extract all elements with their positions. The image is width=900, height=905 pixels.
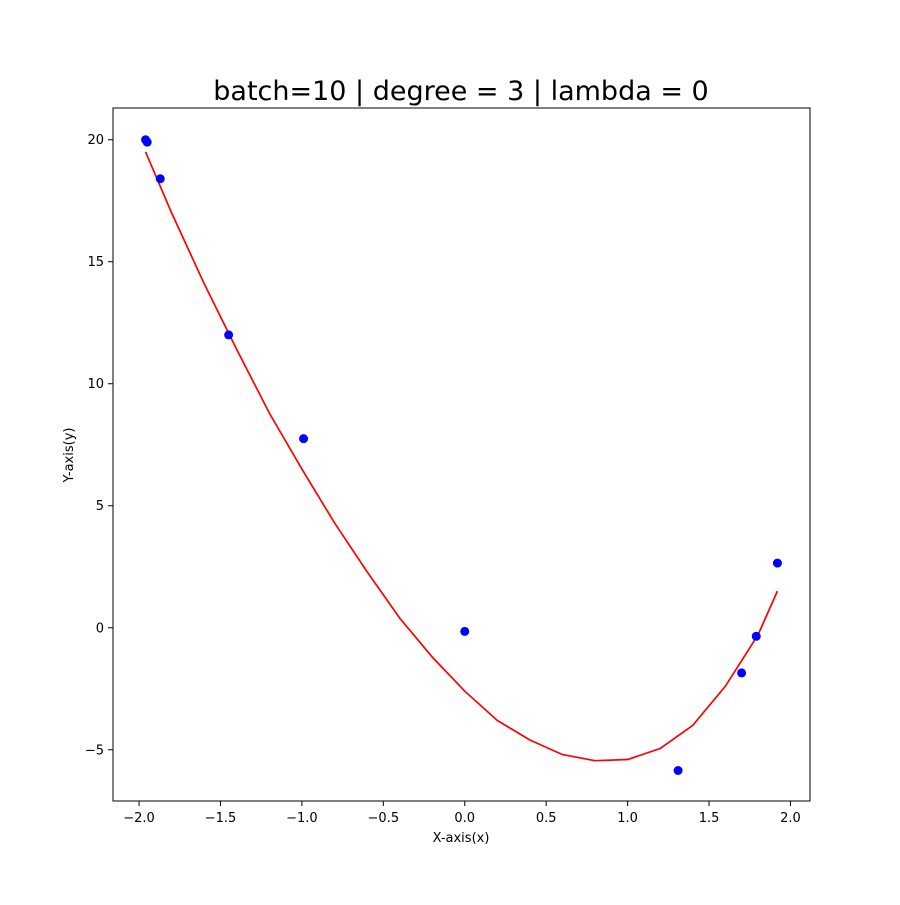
chart-title: batch=10 | degree = 3 | lambda = 0 xyxy=(213,76,708,107)
x-tick-label: −1.5 xyxy=(205,811,237,826)
data-point xyxy=(751,631,761,641)
data-point xyxy=(737,668,747,678)
data-point xyxy=(772,558,782,568)
x-tick-label: 1.0 xyxy=(617,811,638,826)
y-tick-label: 20 xyxy=(87,133,104,148)
x-tick-label: −0.5 xyxy=(368,811,400,826)
y-axis-ticks: −5 0 5 10 15 20 xyxy=(85,133,113,758)
data-point xyxy=(299,434,309,444)
x-axis-ticks: −2.0 −1.5 −1.0 −0.5 0.0 0.5 1.0 1.5 2.0 xyxy=(123,801,801,826)
data-point xyxy=(224,330,234,340)
x-tick-label: −1.0 xyxy=(286,811,318,826)
x-tick-label: −2.0 xyxy=(123,811,155,826)
x-tick-label: 0.5 xyxy=(536,811,557,826)
data-point xyxy=(155,174,165,184)
x-tick-label: 1.5 xyxy=(699,811,720,826)
x-axis-label: X-axis(x) xyxy=(433,831,490,846)
data-point xyxy=(142,137,152,147)
data-point xyxy=(460,626,470,636)
plot-frame xyxy=(112,107,811,802)
y-tick-label: 15 xyxy=(87,255,104,270)
x-tick-label: 2.0 xyxy=(780,811,801,826)
x-tick-label: 0.0 xyxy=(454,811,475,826)
y-tick-label: 10 xyxy=(87,377,104,392)
y-tick-label: −5 xyxy=(85,743,104,758)
y-axis-label: Y-axis(y) xyxy=(62,428,77,484)
data-point xyxy=(673,765,683,775)
series-layer xyxy=(141,135,782,775)
y-tick-label: 0 xyxy=(96,621,104,636)
fit-curve xyxy=(144,151,779,762)
y-tick-label: 5 xyxy=(96,499,104,514)
